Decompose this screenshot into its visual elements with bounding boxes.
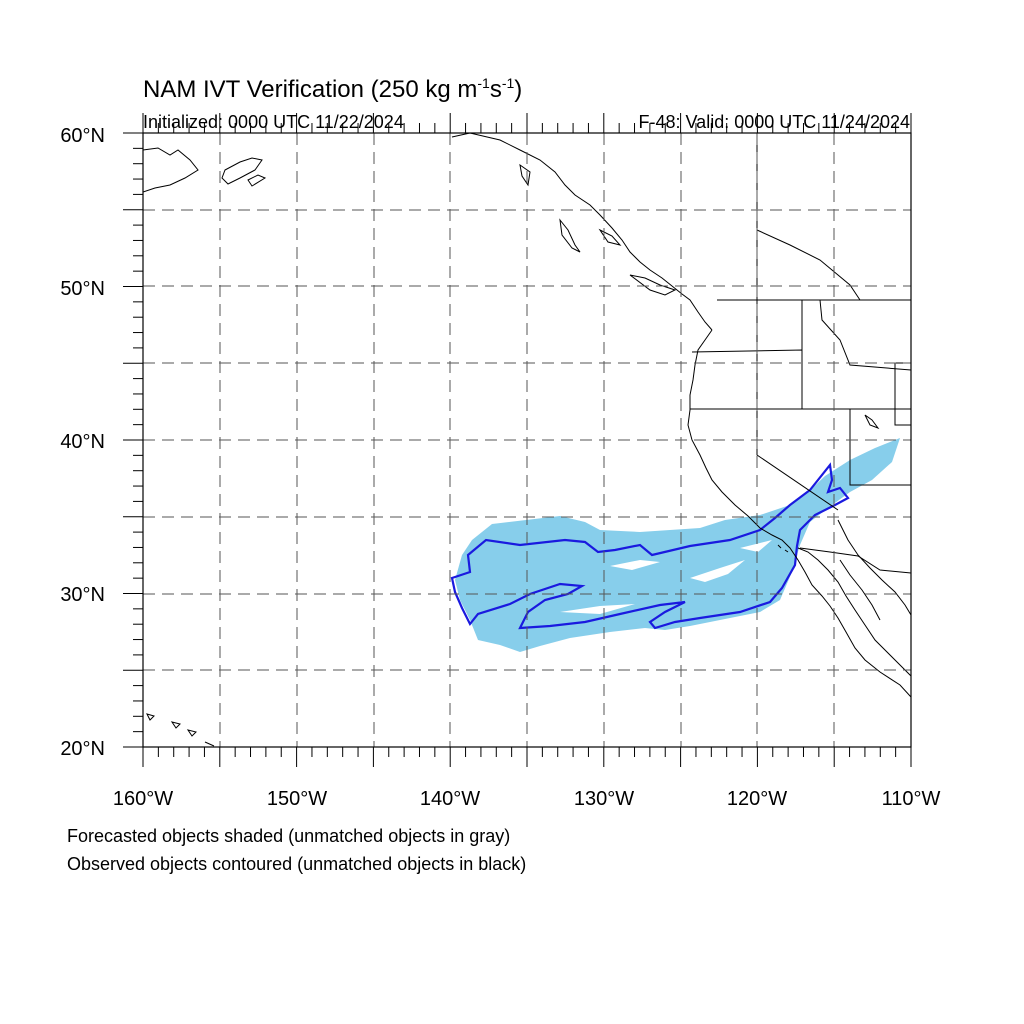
axis-ticks <box>123 113 912 767</box>
figure-title: NAM IVT Verification (250 kg m-1s-1) <box>143 75 522 103</box>
forecast-note: Forecasted objects shaded (unmatched obj… <box>67 826 510 846</box>
lat-label-40n: 40°N <box>60 431 105 453</box>
forecast-ivt-object <box>455 438 900 652</box>
coastlines-and-borders <box>143 133 911 747</box>
forecast-object-holes <box>560 540 772 614</box>
initialized-label: Initialized: 0000 UTC 11/22/2024 <box>143 112 404 132</box>
lon-label-120w: 120°W <box>727 788 787 810</box>
lat-label-30n: 30°N <box>60 584 105 606</box>
latitude-labels: 60°N 50°N 40°N 30°N 20°N <box>60 125 105 760</box>
lat-lon-grid <box>143 133 911 747</box>
observed-note: Observed objects contoured (unmatched ob… <box>67 854 526 874</box>
lon-label-110w: 110°W <box>882 788 941 810</box>
valid-time-label: F-48: Valid: 0000 UTC 11/24/2024 <box>639 112 911 132</box>
lon-label-130w: 130°W <box>574 788 634 810</box>
longitude-labels: 160°W 150°W 140°W 130°W 120°W 110°W <box>113 788 941 810</box>
lon-label-150w: 150°W <box>267 788 327 810</box>
lon-label-160w: 160°W <box>113 788 173 810</box>
lon-label-140w: 140°W <box>420 788 480 810</box>
lat-label-60n: 60°N <box>60 125 105 147</box>
observed-ivt-contour <box>450 462 850 630</box>
lat-label-20n: 20°N <box>60 738 105 760</box>
lat-label-50n: 50°N <box>60 278 105 300</box>
